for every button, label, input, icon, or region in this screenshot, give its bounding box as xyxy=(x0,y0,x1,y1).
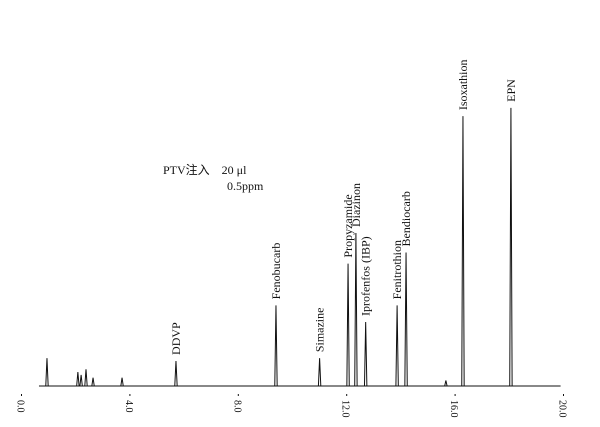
peak-label: Fenitrothion xyxy=(390,240,404,299)
peak xyxy=(404,252,408,387)
x-tick-label: 4.0 xyxy=(123,400,134,413)
peak xyxy=(444,380,448,387)
annotation: PTV注入 20 μl xyxy=(163,162,247,177)
peak xyxy=(174,360,178,387)
peak xyxy=(91,377,95,387)
peak xyxy=(354,232,358,387)
peak xyxy=(79,374,83,387)
peak xyxy=(346,263,350,387)
peak xyxy=(45,358,49,387)
peak xyxy=(461,116,465,387)
peak-label: Diazinon xyxy=(349,183,363,227)
peak xyxy=(274,305,278,387)
peak xyxy=(317,358,322,387)
x-tick-label: 16.0 xyxy=(448,400,459,418)
peak-label: Fenobucarb xyxy=(269,243,283,300)
x-tick-label: 0.0 xyxy=(15,400,26,413)
peak xyxy=(76,372,80,387)
peak-label: Bendiocarb xyxy=(399,191,413,246)
peak-label: DDVP xyxy=(169,322,183,355)
peak xyxy=(84,369,88,387)
peak-label: Iprofenfos (IBP) xyxy=(359,236,373,316)
x-tick-label: 20.0 xyxy=(557,400,568,418)
peak-label: Isoxathion xyxy=(456,59,470,110)
peak xyxy=(509,107,513,387)
x-tick-label: 12.0 xyxy=(340,400,351,418)
annotation: 0.5ppm xyxy=(227,179,264,193)
peak xyxy=(395,305,399,387)
peak xyxy=(120,377,124,387)
peak-label: Simazine xyxy=(313,308,327,353)
peak-label: EPN xyxy=(504,79,518,102)
peak-label: Propyzamide xyxy=(341,194,355,257)
peak xyxy=(363,322,368,387)
x-tick-label: 8.0 xyxy=(231,400,242,413)
